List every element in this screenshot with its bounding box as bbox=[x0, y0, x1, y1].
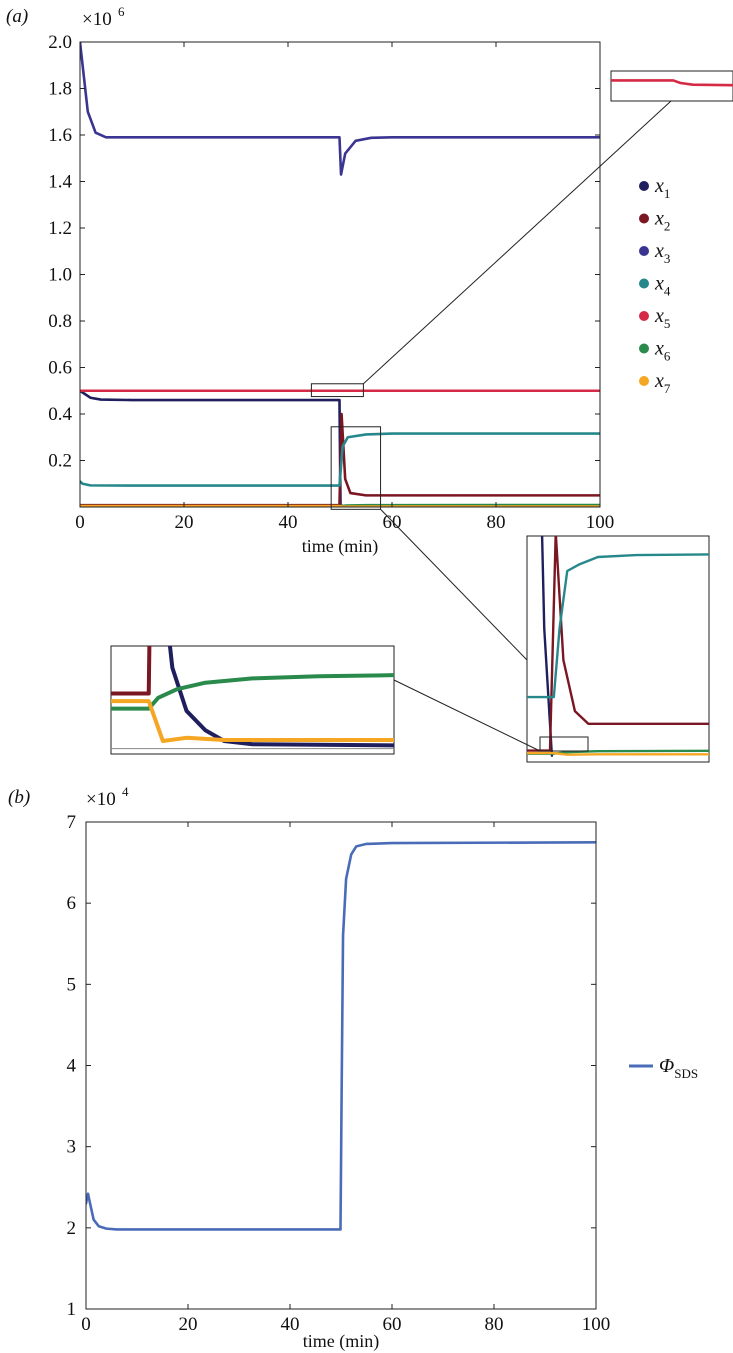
series-x2 bbox=[80, 412, 600, 507]
x-tick-label-b: 60 bbox=[383, 1314, 402, 1335]
zoom-source-box-low bbox=[539, 736, 589, 752]
x-tick-label-b: 100 bbox=[582, 1314, 611, 1335]
legend-sub: SDS bbox=[674, 1066, 698, 1081]
x-tick-label-a: 80 bbox=[487, 512, 506, 533]
y-tick-label-a: 0.2 bbox=[48, 451, 72, 472]
panel-a: (a) ×10 6 0.2 0.4 0.6 0.8 1.0 1.2 1.4 1.6 1.8 2.0 0 20… bbox=[6, 4, 733, 763]
zoom-inset-low bbox=[110, 645, 395, 755]
legend-sub: 7 bbox=[664, 381, 671, 396]
x-tick-label-b: 40 bbox=[281, 1314, 300, 1335]
legend-label-x7: x7 bbox=[654, 370, 671, 396]
y-tick-label-b: 2 bbox=[67, 1218, 77, 1239]
series-x4 bbox=[80, 432, 600, 487]
panel-label-b: (b) bbox=[8, 787, 30, 808]
y-tick-label-b: 7 bbox=[67, 812, 77, 833]
x-tick-label-a: 100 bbox=[586, 512, 615, 533]
zoom-low-series bbox=[111, 646, 152, 696]
x-tick-label-a: 40 bbox=[279, 512, 298, 533]
y-multiplier-a: ×10 bbox=[82, 9, 112, 30]
legend-sub: 4 bbox=[664, 284, 671, 299]
legend-marker-x6 bbox=[639, 343, 649, 354]
zoom-mid-series bbox=[540, 536, 554, 757]
y-tick-label-a: 1.6 bbox=[48, 125, 72, 146]
x-tick-label-b: 20 bbox=[179, 1314, 198, 1335]
legend-label-x2: x2 bbox=[654, 208, 670, 234]
legend-name: x bbox=[654, 273, 664, 295]
zoom-low-series bbox=[167, 646, 394, 748]
y-tick-label-a: 1.4 bbox=[48, 172, 72, 193]
series-phi-sds bbox=[86, 840, 596, 1231]
zoom-source-box-top bbox=[310, 383, 364, 398]
legend-label-phi-sds: ΦSDS bbox=[659, 1055, 698, 1081]
legend-marker-x4 bbox=[639, 278, 649, 289]
y-tick-label-b: 1 bbox=[67, 1299, 77, 1320]
y-tick-label-a: 1.8 bbox=[48, 79, 72, 100]
legend-marker-x2 bbox=[639, 213, 649, 224]
legend-name: x bbox=[654, 370, 664, 392]
zoom-connector-low bbox=[393, 679, 541, 752]
x-axis-label-b: time (min) bbox=[303, 1331, 379, 1352]
y-tick-label-b: 4 bbox=[67, 1056, 77, 1077]
zoom-mid-series bbox=[527, 751, 709, 756]
legend-sub: 6 bbox=[664, 349, 671, 364]
x-tick-label-a: 0 bbox=[75, 512, 85, 533]
legend-label-x3: x3 bbox=[654, 240, 670, 266]
legend-name: x bbox=[654, 338, 664, 360]
x-tick-label-b: 80 bbox=[485, 1314, 504, 1335]
legend-label-x5: x5 bbox=[654, 305, 670, 331]
legend-marker-x7 bbox=[639, 376, 649, 386]
legend-name: x bbox=[654, 240, 664, 262]
zoom-connector-top bbox=[363, 100, 672, 385]
legend-sub: 1 bbox=[664, 186, 671, 201]
legend-sub: 3 bbox=[664, 251, 671, 266]
panel-label-a: (a) bbox=[6, 6, 28, 27]
legend-label-x6: x6 bbox=[654, 338, 671, 364]
legend-sub: 2 bbox=[664, 219, 671, 234]
y-multiplier-exp-b: 4 bbox=[122, 784, 129, 799]
x-tick-label-b: 0 bbox=[81, 1314, 91, 1335]
zoom-connector-mid bbox=[380, 508, 528, 661]
y-tick-label-a: 2.0 bbox=[48, 32, 72, 53]
y-tick-label-b: 3 bbox=[67, 1137, 77, 1158]
zoom-mid-series bbox=[527, 553, 709, 699]
y-tick-label-b: 6 bbox=[67, 893, 77, 914]
y-tick-label-a: 0.4 bbox=[48, 404, 72, 425]
legend-name: Φ bbox=[659, 1055, 674, 1077]
legend-marker-x3 bbox=[639, 246, 649, 256]
y-tick-label-a: 0.6 bbox=[48, 358, 72, 379]
legend-sub: 5 bbox=[664, 316, 671, 331]
legend-name: x bbox=[654, 305, 664, 327]
legend-label-x4: x4 bbox=[654, 273, 671, 299]
x-tick-label-a: 60 bbox=[383, 512, 402, 533]
y-multiplier-b: ×10 bbox=[86, 789, 116, 810]
series-x3 bbox=[80, 42, 600, 176]
legend-name: x bbox=[654, 175, 664, 197]
y-tick-label-a: 1.2 bbox=[48, 218, 72, 239]
legend-label-x1: x1 bbox=[654, 175, 670, 201]
zoom-source-box-mid bbox=[330, 426, 382, 510]
y-tick-label-b: 5 bbox=[67, 974, 77, 995]
zoom-low-series bbox=[111, 699, 394, 744]
y-multiplier-exp-a: 6 bbox=[118, 4, 125, 19]
legend-marker-x1 bbox=[639, 181, 649, 191]
y-tick-label-a: 0.8 bbox=[48, 311, 72, 332]
legend-marker-x5 bbox=[639, 311, 649, 321]
panel-b: (b) ×10 4 1 2 3 4 5 6 7 0 20 40 60 80 100 time (min) ΦSDS bbox=[8, 784, 698, 1352]
zoom-series-x5 bbox=[611, 79, 733, 87]
y-tick-label-a: 1.0 bbox=[48, 265, 72, 286]
x-tick-label-a: 20 bbox=[175, 512, 194, 533]
legend-name: x bbox=[654, 208, 664, 230]
x-axis-label-a: time (min) bbox=[302, 536, 378, 557]
